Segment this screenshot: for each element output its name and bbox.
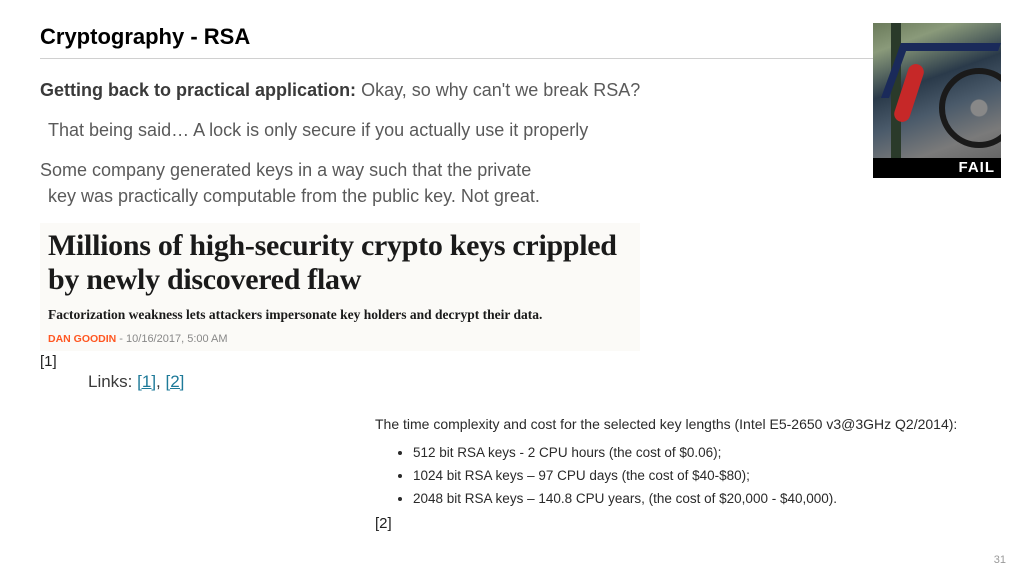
reference-2-marker: [2]	[375, 515, 995, 532]
complexity-title: The time complexity and cost for the sel…	[375, 416, 995, 432]
article-subheadline: Factorization weakness lets attackers im…	[48, 307, 632, 323]
article-byline: DAN GOODIN - 10/16/2017, 5:00 AM	[48, 333, 632, 345]
lead-bold: Getting back to practical application:	[40, 80, 356, 100]
reference-1-marker: [1]	[40, 353, 984, 370]
title-divider	[40, 58, 984, 59]
byline-sep: -	[116, 333, 126, 345]
line-company-a: Some company generated keys in a way suc…	[40, 157, 984, 183]
list-item: 2048 bit RSA keys – 140.8 CPU years, (th…	[413, 488, 995, 511]
link-1[interactable]: [1]	[137, 372, 156, 391]
links-label: Links:	[88, 372, 137, 391]
lead-rest: Okay, so why can't we break RSA?	[356, 80, 640, 100]
article-headline: Millions of high-security crypto keys cr…	[48, 229, 632, 296]
article-author: DAN GOODIN	[48, 333, 116, 345]
article-clipping: Millions of high-security crypto keys cr…	[40, 223, 640, 350]
complexity-block: The time complexity and cost for the sel…	[375, 416, 995, 532]
complexity-list: 512 bit RSA keys - 2 CPU hours (the cost…	[375, 442, 995, 511]
link-2[interactable]: [2]	[166, 372, 185, 391]
list-item: 1024 bit RSA keys – 97 CPU days (the cos…	[413, 465, 995, 488]
line-company-b: key was practically computable from the …	[40, 183, 984, 209]
slide: Cryptography - RSA Getting back to pract…	[0, 0, 1024, 576]
page-number: 31	[994, 554, 1006, 566]
article-date: 10/16/2017, 5:00 AM	[126, 333, 228, 345]
links-separator: ,	[156, 372, 165, 391]
fail-caption: FAIL	[873, 158, 1001, 178]
links-row: Links: [1], [2]	[88, 372, 984, 392]
slide-title: Cryptography - RSA	[40, 24, 984, 50]
line-lock-quote: That being said… A lock is only secure i…	[40, 117, 984, 143]
bike-lock-fail-image: FAIL	[873, 23, 1001, 178]
lead-paragraph: Getting back to practical application: O…	[40, 77, 984, 103]
list-item: 512 bit RSA keys - 2 CPU hours (the cost…	[413, 442, 995, 465]
